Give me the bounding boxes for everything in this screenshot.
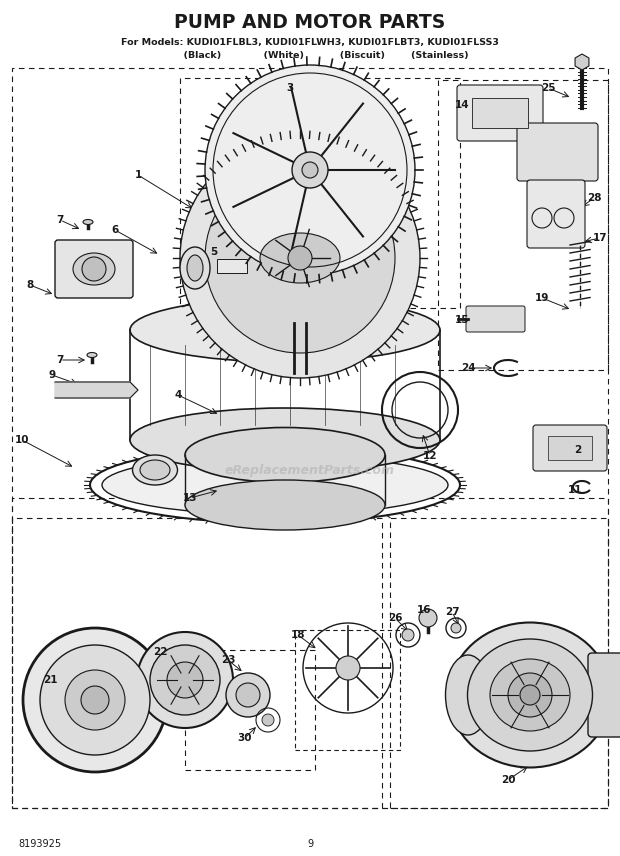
Text: 25: 25 (541, 83, 556, 93)
Text: 17: 17 (593, 233, 608, 243)
Text: 13: 13 (183, 493, 197, 503)
Text: 18: 18 (291, 630, 305, 640)
Circle shape (137, 632, 233, 728)
Circle shape (23, 628, 167, 772)
Text: 5: 5 (210, 247, 218, 257)
Text: 6: 6 (112, 225, 118, 235)
Text: (Black)             (White)           (Biscuit)        (Stainless): (Black) (White) (Biscuit) (Stainless) (151, 51, 469, 60)
Ellipse shape (87, 353, 97, 358)
Circle shape (262, 714, 274, 726)
Text: 10: 10 (15, 435, 29, 445)
Text: 7: 7 (56, 215, 64, 225)
Bar (185, 650, 315, 770)
Circle shape (419, 609, 437, 627)
FancyBboxPatch shape (527, 180, 585, 248)
Ellipse shape (446, 655, 490, 735)
Text: eReplacementParts.com: eReplacementParts.com (225, 463, 395, 477)
Circle shape (236, 683, 260, 707)
Text: 2: 2 (574, 445, 582, 455)
Circle shape (205, 163, 395, 353)
FancyBboxPatch shape (588, 653, 620, 737)
FancyBboxPatch shape (548, 436, 592, 460)
Circle shape (288, 246, 312, 270)
Circle shape (65, 670, 125, 730)
Text: 9: 9 (48, 370, 56, 380)
Ellipse shape (467, 639, 593, 751)
Bar (12, 518, 382, 808)
Text: 20: 20 (501, 775, 515, 785)
Bar (12, 68, 608, 808)
Text: 28: 28 (587, 193, 601, 203)
FancyBboxPatch shape (472, 98, 528, 128)
Text: 22: 22 (153, 647, 167, 657)
Bar (438, 80, 608, 370)
Circle shape (180, 138, 420, 378)
Ellipse shape (185, 480, 385, 530)
Circle shape (451, 623, 461, 633)
Text: 1: 1 (135, 170, 141, 180)
Circle shape (226, 673, 270, 717)
Text: 7: 7 (56, 355, 64, 365)
Text: 8193925: 8193925 (18, 839, 61, 849)
Bar (12, 498, 608, 808)
Circle shape (292, 152, 328, 188)
FancyBboxPatch shape (457, 85, 543, 141)
Text: 23: 23 (221, 655, 235, 665)
Ellipse shape (140, 460, 170, 480)
Text: 11: 11 (568, 485, 582, 495)
Text: 15: 15 (454, 315, 469, 325)
Text: 27: 27 (445, 607, 459, 617)
Ellipse shape (130, 408, 440, 472)
Circle shape (520, 685, 540, 705)
Bar (180, 78, 460, 308)
Circle shape (82, 257, 106, 281)
Text: 30: 30 (237, 733, 252, 743)
Text: 16: 16 (417, 605, 432, 615)
Text: 21: 21 (43, 675, 57, 685)
Circle shape (40, 645, 150, 755)
Ellipse shape (180, 247, 210, 289)
Circle shape (402, 629, 414, 641)
Text: 4: 4 (174, 390, 182, 400)
Ellipse shape (130, 298, 440, 362)
Polygon shape (55, 382, 138, 398)
Text: 3: 3 (286, 83, 294, 93)
Circle shape (205, 65, 415, 275)
Bar (390, 518, 608, 808)
Ellipse shape (102, 455, 448, 515)
Ellipse shape (449, 622, 611, 768)
Circle shape (508, 673, 552, 717)
Circle shape (167, 662, 203, 698)
Ellipse shape (133, 455, 177, 485)
Ellipse shape (73, 253, 115, 285)
Circle shape (150, 645, 220, 715)
Ellipse shape (260, 233, 340, 283)
FancyBboxPatch shape (517, 123, 598, 181)
Circle shape (336, 656, 360, 680)
FancyBboxPatch shape (533, 425, 607, 471)
FancyBboxPatch shape (217, 259, 247, 273)
FancyBboxPatch shape (55, 240, 133, 298)
Text: 9: 9 (307, 839, 313, 849)
Text: For Models: KUDI01FLBL3, KUDI01FLWH3, KUDI01FLBT3, KUDI01FLSS3: For Models: KUDI01FLBL3, KUDI01FLWH3, KU… (121, 38, 499, 46)
Text: 14: 14 (454, 100, 469, 110)
Ellipse shape (83, 219, 93, 224)
Ellipse shape (185, 427, 385, 483)
Text: 19: 19 (535, 293, 549, 303)
Circle shape (302, 162, 318, 178)
Text: 12: 12 (423, 451, 437, 461)
Bar (295, 630, 400, 750)
Ellipse shape (490, 659, 570, 731)
Text: 26: 26 (388, 613, 402, 623)
Text: 24: 24 (461, 363, 476, 373)
Text: PUMP AND MOTOR PARTS: PUMP AND MOTOR PARTS (174, 13, 446, 32)
FancyBboxPatch shape (466, 306, 525, 332)
Text: 8: 8 (27, 280, 33, 290)
Circle shape (81, 686, 109, 714)
Ellipse shape (187, 255, 203, 281)
